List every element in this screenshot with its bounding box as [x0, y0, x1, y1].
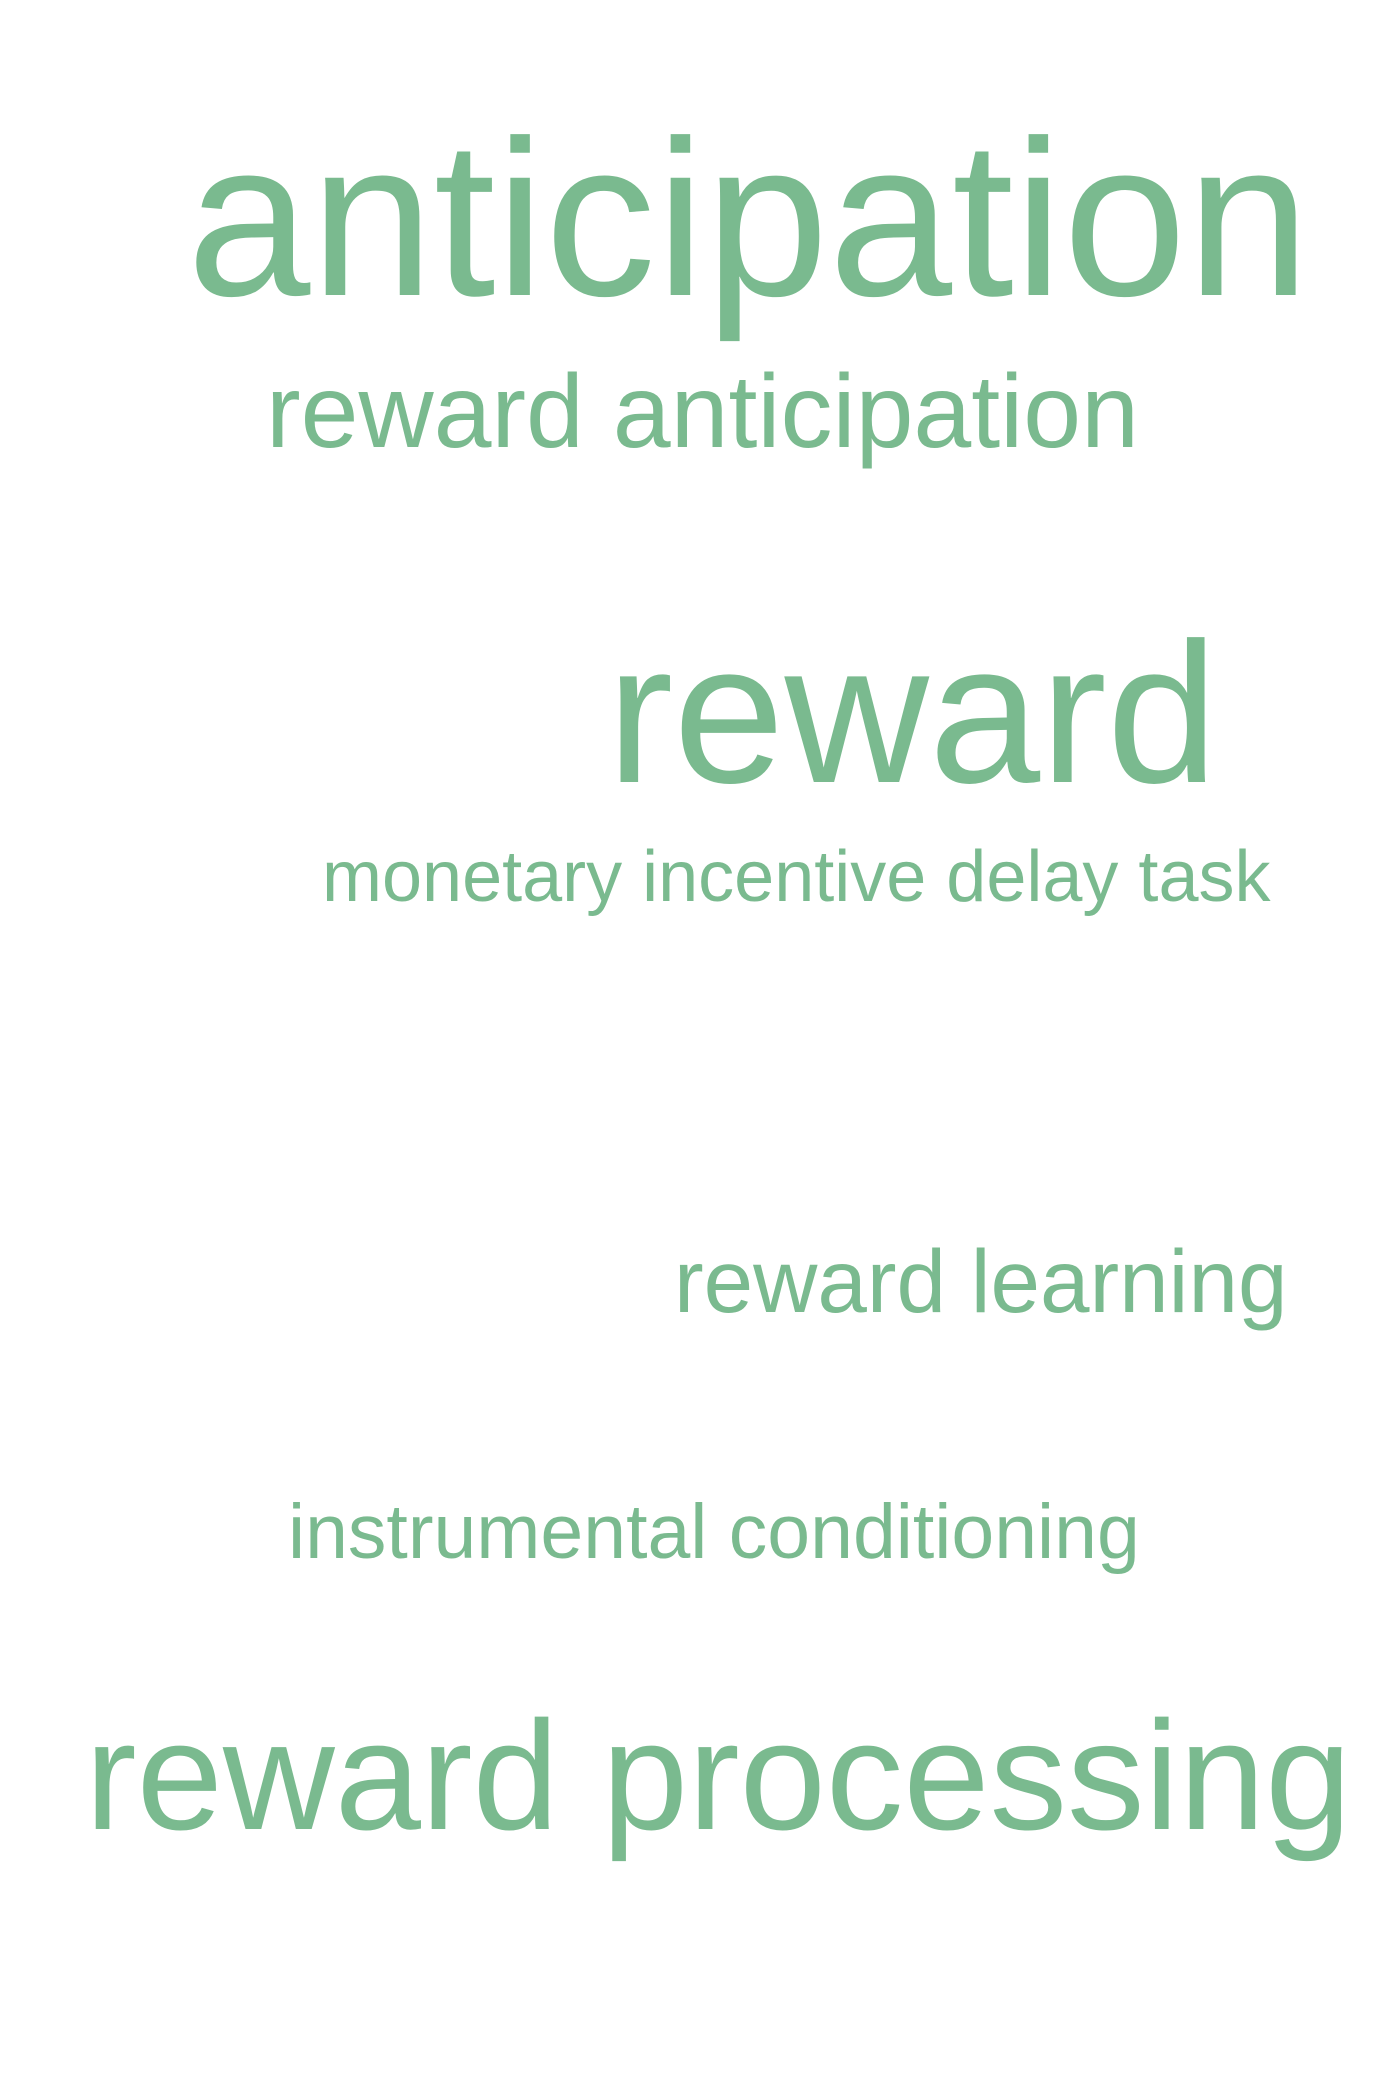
term-reward: reward	[606, 602, 1218, 825]
term-instrumental-conditioning: instrumental conditioning	[288, 1489, 1140, 1575]
term-anticipation: anticipation	[186, 95, 1310, 343]
term-reward-processing: reward processing	[85, 1689, 1352, 1862]
term-reward-anticipation: reward anticipation	[266, 354, 1139, 470]
term-reward-learning: reward learning	[674, 1231, 1288, 1331]
term-monetary-incentive-delay-task: monetary incentive delay task	[322, 837, 1271, 917]
